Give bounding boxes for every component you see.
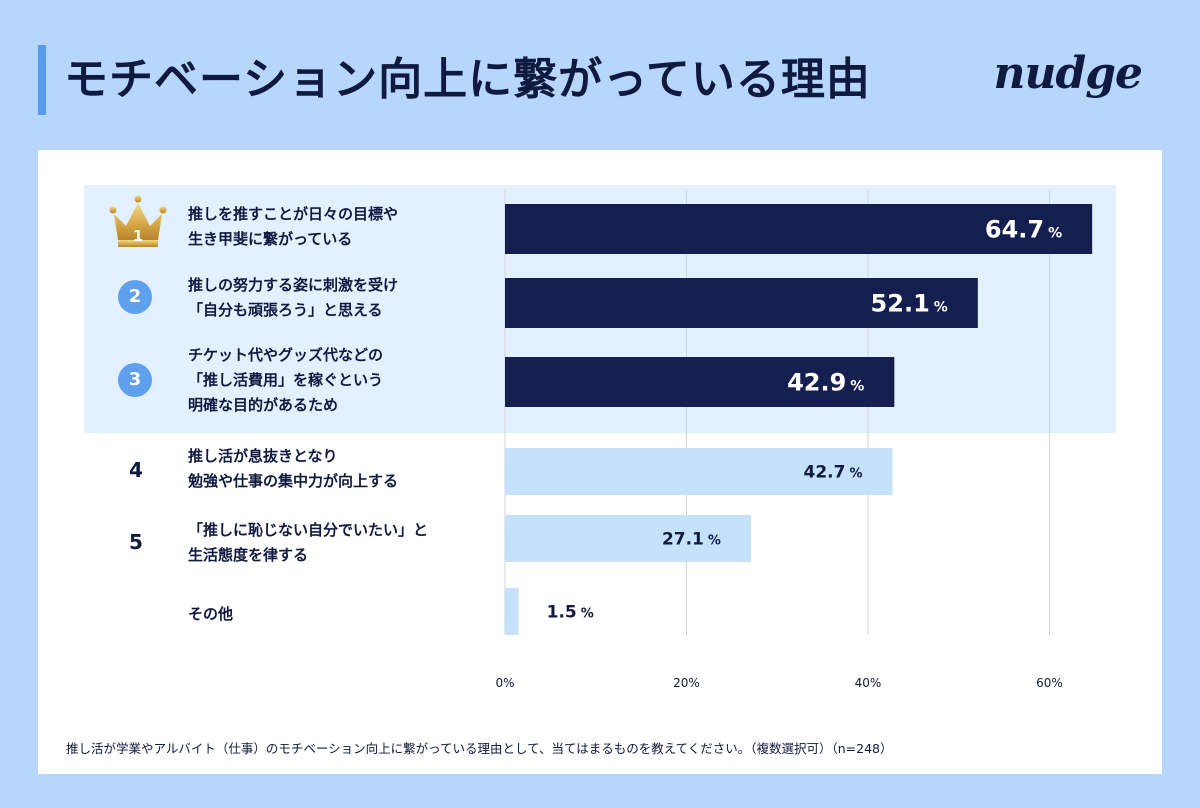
bar-1 <box>505 204 1093 254</box>
nudge-logo: nudge <box>993 48 1143 99</box>
bar-3 <box>505 357 895 407</box>
value-label-4: 42.7% <box>804 463 863 483</box>
row-label-4: 推し活が息抜きとなり 勉強や仕事の集中力が向上する <box>188 444 488 494</box>
row-label-2-line-1: 推しの努力する姿に刺激を受け <box>188 276 399 294</box>
row-label-1: 推しを推すことが日々の目標や 生き甲斐に繋がっている <box>188 202 488 252</box>
rank-4-number: 4 <box>129 458 143 482</box>
row-label-6: その他 <box>188 602 488 627</box>
row-label-3: チケット代やグッズ代などの 「推し活費用」を稼ぐという 明確な目的があるため <box>188 343 488 418</box>
row-label-6-line-1: その他 <box>188 605 234 623</box>
x-tick-label-0: 0% <box>495 676 514 690</box>
bar-5 <box>505 515 751 562</box>
row-label-2-line-2: 「自分も頑張ろう」と思える <box>188 301 383 319</box>
row-label-2: 推しの努力する姿に刺激を受け 「自分も頑張ろう」と思える <box>188 273 488 323</box>
chart-card: 64.7% 52.1% 42.9% 42.7% 27.1% 1.5% 0% 20% 40% 60… <box>38 150 1162 774</box>
row-label-5-line-2: 生活態度を律する <box>188 546 309 564</box>
value-label-6: 1.5% <box>547 603 594 623</box>
row-label-3-line-2: 「推し活費用」を稼ぐという <box>188 371 384 389</box>
row-label-1-line-2: 生き甲斐に繋がっている <box>188 230 353 248</box>
title-accent-bar <box>38 45 46 115</box>
rank-3-badge: 3 <box>118 363 152 397</box>
rank-1-number: 1 <box>132 227 144 245</box>
rank-5-number: 5 <box>129 530 143 554</box>
row-label-4-line-2: 勉強や仕事の集中力が向上する <box>188 472 399 490</box>
rank-2-badge: 2 <box>118 280 152 314</box>
row-label-5: 「推しに恥じない自分でいたい」と 生活態度を律する <box>188 518 488 568</box>
x-tick-label-20: 20% <box>673 676 700 690</box>
value-label-3: 42.9% <box>787 369 864 397</box>
row-label-4-line-1: 推し活が息抜きとなり <box>188 447 338 465</box>
crown-icon <box>108 194 168 250</box>
bar-6 <box>505 588 519 635</box>
page-title: モチベーション向上に繋がっている理由 <box>64 54 871 105</box>
row-label-3-line-1: チケット代やグッズ代などの <box>188 346 384 364</box>
x-tick-label-60: 60% <box>1036 676 1063 690</box>
bar-chart: 64.7 % 52.1 % 42.9 % 42.7 % 27.1 % 1.5% 0% 20% 40% 60… <box>495 190 1093 690</box>
row-label-5-line-1: 「推しに恥じない自分でいたい」と <box>188 521 429 539</box>
value-label-2: 52.1% <box>871 290 948 318</box>
value-label-5: 27.1% <box>662 530 721 550</box>
bar-4 <box>505 448 893 495</box>
row-label-1-line-1: 推しを推すことが日々の目標や <box>188 205 399 223</box>
value-label-1: 64.7% <box>985 216 1062 244</box>
survey-footnote: 推し活が学業やアルバイト（仕事）のモチベーション向上に繋がっている理由として、当… <box>66 741 893 756</box>
row-label-3-line-3: 明確な目的があるため <box>188 396 339 414</box>
bar-2 <box>505 278 978 328</box>
x-tick-label-40: 40% <box>855 676 882 690</box>
